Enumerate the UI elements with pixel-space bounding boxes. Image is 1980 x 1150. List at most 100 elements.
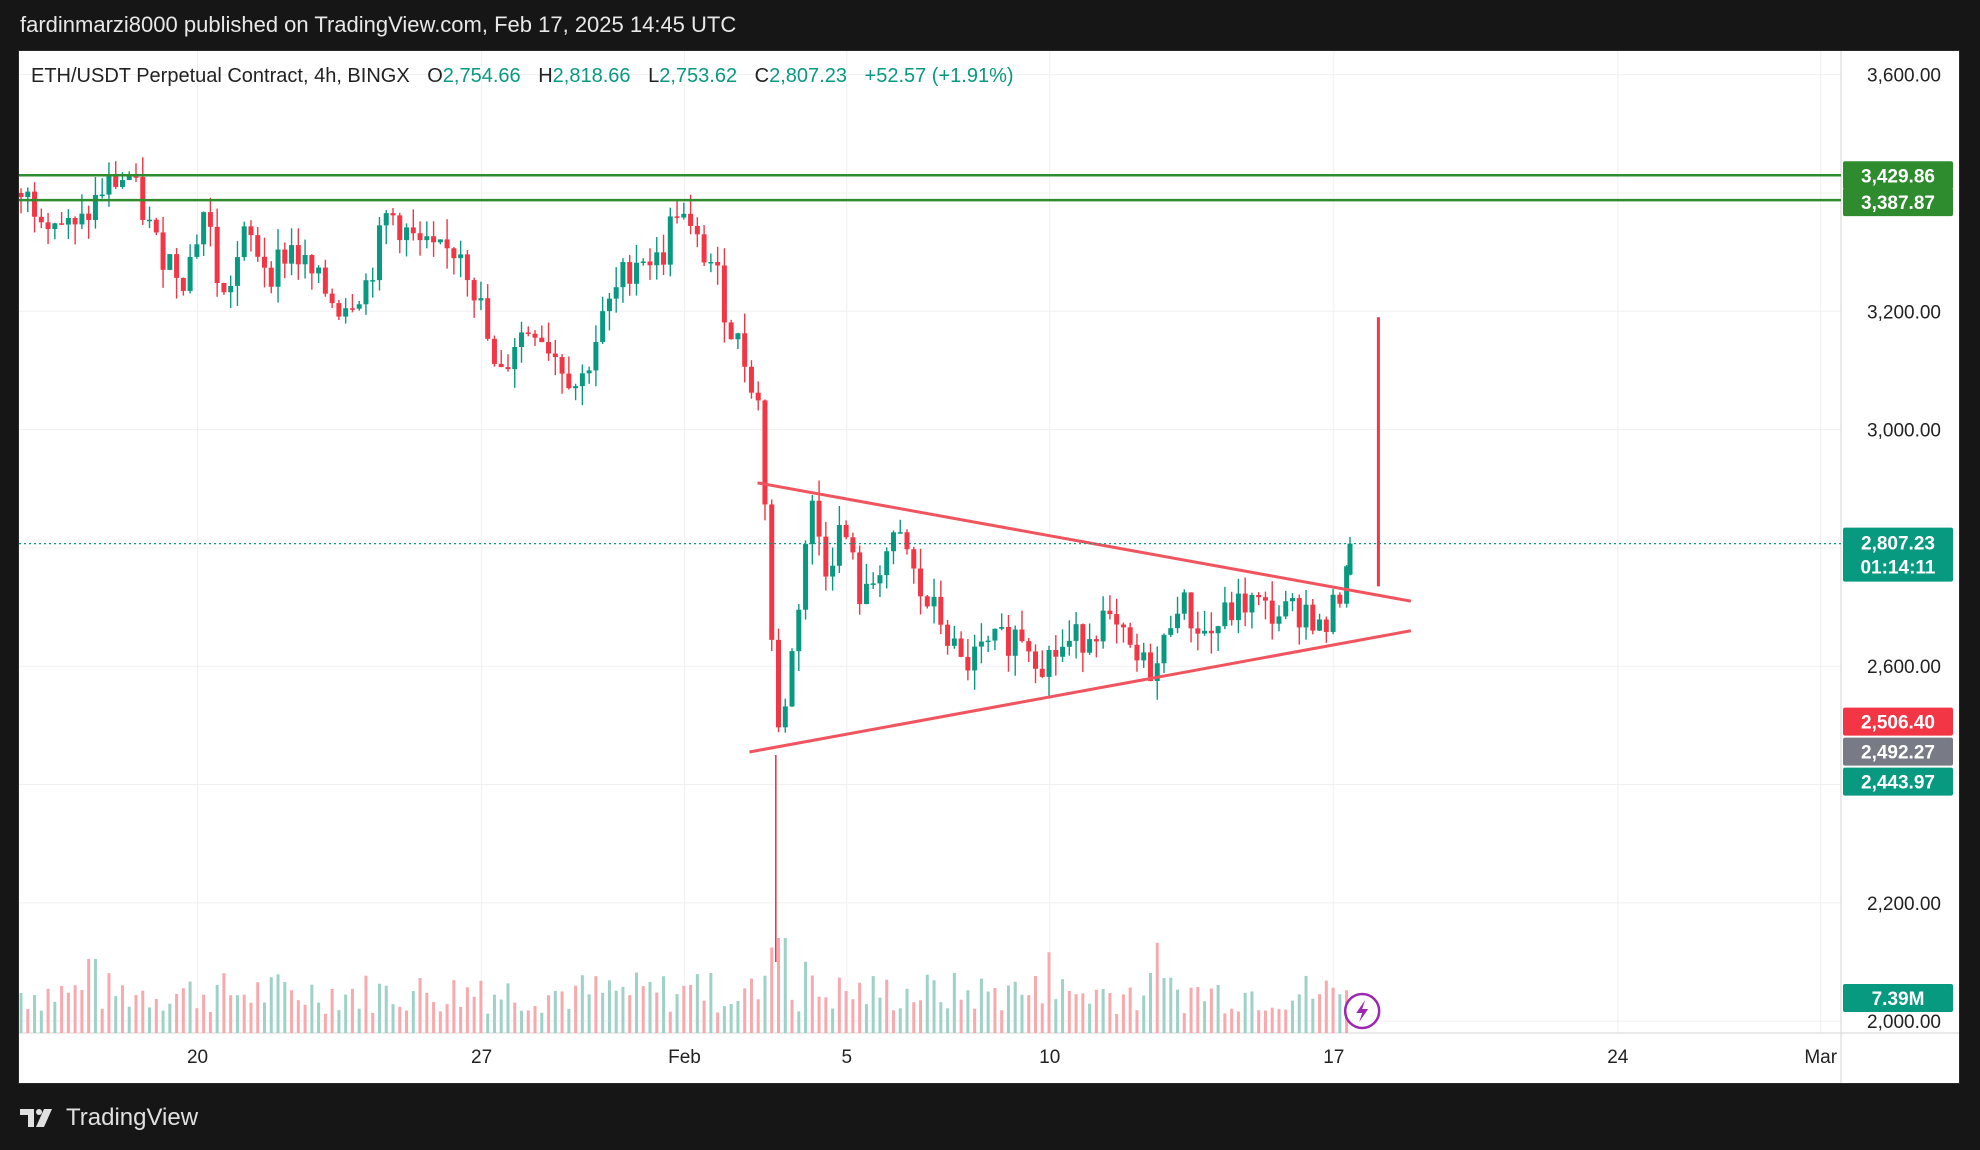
volume-bar bbox=[208, 1011, 212, 1033]
candle-body bbox=[478, 298, 484, 301]
candlestick-chart[interactable]: 2,000.00 2,200.00 2,600.00 3,000.00 3,200.00… bbox=[19, 51, 1959, 1083]
volume-bar bbox=[107, 973, 111, 1033]
volume-bar bbox=[912, 1002, 916, 1033]
candle-body bbox=[606, 298, 612, 312]
candle-body bbox=[1229, 602, 1235, 621]
volume-bar bbox=[1263, 1010, 1267, 1033]
volume-bar bbox=[377, 983, 381, 1033]
candle-body bbox=[552, 353, 558, 358]
volume-bar bbox=[405, 1010, 409, 1033]
candle-body bbox=[1053, 650, 1059, 657]
volume-bar bbox=[1128, 987, 1132, 1033]
volume-bar bbox=[919, 1000, 923, 1033]
volume-bar bbox=[499, 999, 503, 1033]
candle-body bbox=[728, 322, 734, 340]
volume-bar bbox=[641, 986, 645, 1033]
candle-body bbox=[965, 656, 971, 671]
volume-bar bbox=[202, 994, 206, 1033]
volume-bar bbox=[668, 1011, 672, 1033]
candle-body bbox=[945, 624, 951, 646]
candle-body bbox=[1290, 598, 1296, 602]
candle-body bbox=[349, 308, 355, 310]
candle-body bbox=[857, 552, 863, 605]
countdown-badge: 01:14:11 bbox=[1860, 558, 1935, 579]
candle-body bbox=[153, 219, 159, 233]
candle-body bbox=[322, 267, 328, 294]
volume-bar bbox=[952, 972, 956, 1033]
volume-bar bbox=[1162, 978, 1166, 1033]
volume-bar bbox=[567, 1008, 571, 1033]
volume-bar bbox=[993, 987, 997, 1033]
candle-body bbox=[715, 261, 721, 266]
candle-body bbox=[113, 174, 119, 187]
volume-bar bbox=[1189, 987, 1193, 1033]
time-tick-label: Feb bbox=[668, 1047, 701, 1068]
candle-body bbox=[92, 194, 98, 221]
volume-bar bbox=[520, 1010, 524, 1033]
candle-body bbox=[924, 596, 930, 607]
volume-bar bbox=[19, 993, 23, 1033]
last-price-badge: 2,807.23 bbox=[1861, 534, 1935, 555]
chart-panel[interactable]: 2,000.00 2,200.00 2,600.00 3,000.00 3,200.00… bbox=[18, 50, 1960, 1084]
time-tick-label: 5 bbox=[842, 1047, 853, 1068]
volume-bar bbox=[1176, 989, 1180, 1033]
volume-bar bbox=[871, 976, 875, 1033]
candle-body bbox=[1066, 640, 1072, 647]
footer-brand[interactable]: TradingView bbox=[18, 1100, 198, 1136]
time-tick-label: 24 bbox=[1607, 1047, 1629, 1068]
candle-body bbox=[1195, 628, 1201, 634]
volume-bar bbox=[323, 1013, 327, 1033]
candle-body bbox=[397, 215, 403, 241]
candle-body bbox=[329, 293, 335, 304]
time-tick-label: 20 bbox=[187, 1047, 208, 1068]
candle-body bbox=[1161, 634, 1167, 664]
volume-bar bbox=[1142, 995, 1146, 1033]
price-badge: 7.39M bbox=[1872, 989, 1925, 1010]
candle-body bbox=[282, 249, 288, 264]
volume-bar bbox=[844, 991, 848, 1033]
volume-bar bbox=[1216, 984, 1220, 1033]
candle-body bbox=[289, 245, 295, 264]
volume-bar bbox=[1230, 1008, 1234, 1033]
candle-body bbox=[972, 646, 978, 671]
candle-body bbox=[99, 194, 105, 197]
volume-bar bbox=[506, 983, 510, 1033]
volume-bar bbox=[587, 994, 591, 1033]
volume-bar bbox=[364, 975, 368, 1033]
volume-bar bbox=[1040, 1003, 1044, 1033]
volume-bar bbox=[1250, 991, 1254, 1033]
candle-body bbox=[221, 283, 227, 293]
volume-bar bbox=[946, 1008, 950, 1033]
volume-bar bbox=[371, 1012, 375, 1033]
volume-bar bbox=[87, 958, 91, 1033]
candle-body bbox=[566, 373, 572, 389]
candle-body bbox=[897, 532, 903, 534]
candle-body bbox=[262, 256, 268, 268]
candle-body bbox=[573, 386, 579, 389]
volume-bar bbox=[296, 1000, 300, 1033]
volume-bar bbox=[560, 991, 564, 1033]
volume-bar bbox=[1067, 990, 1071, 1033]
volume-bar bbox=[242, 994, 246, 1033]
candle-body bbox=[1033, 651, 1039, 669]
candle-body bbox=[721, 265, 727, 323]
candle-body bbox=[661, 252, 667, 265]
candle-body bbox=[458, 254, 464, 259]
volume-bar bbox=[1169, 977, 1173, 1033]
candle-body bbox=[1039, 668, 1045, 677]
candle-body bbox=[1012, 629, 1018, 656]
volume-bar bbox=[330, 988, 334, 1033]
volume-bar bbox=[526, 1010, 530, 1033]
volume-bar bbox=[540, 1012, 544, 1033]
candle-body bbox=[586, 370, 592, 374]
candle-body bbox=[1060, 646, 1066, 657]
candle-body bbox=[877, 575, 883, 584]
volume-bar bbox=[425, 992, 429, 1033]
volume-bar bbox=[1257, 1010, 1261, 1033]
candle-body bbox=[194, 244, 200, 257]
volume-bar bbox=[804, 961, 808, 1033]
candle-body bbox=[1005, 626, 1011, 656]
price-badge-bg bbox=[1843, 707, 1953, 736]
volume-bar bbox=[283, 982, 287, 1033]
volume-bar bbox=[614, 990, 618, 1033]
